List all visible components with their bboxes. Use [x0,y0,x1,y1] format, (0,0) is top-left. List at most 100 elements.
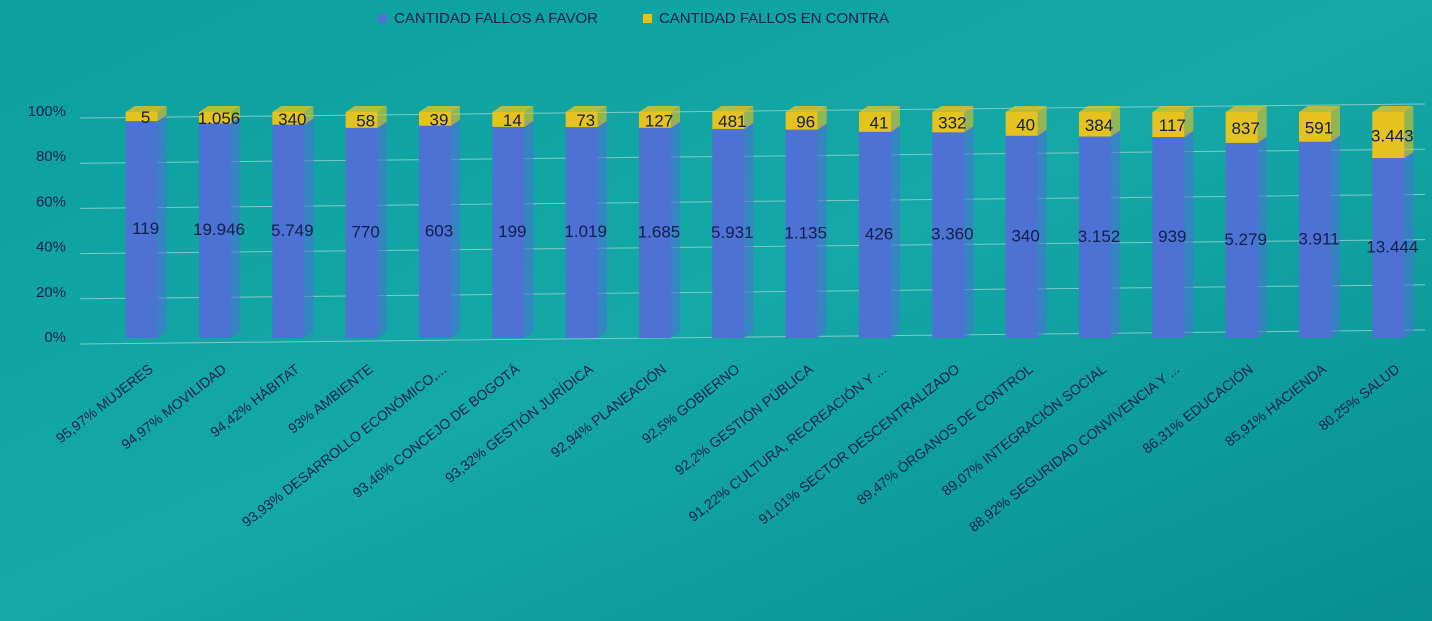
bar [1299,112,1331,142]
bar-side [377,121,387,338]
bar-side [817,106,827,130]
bar-side [1111,106,1120,137]
bar [785,129,818,338]
bar-side [597,106,607,128]
legend-swatch [642,14,652,23]
data-label: 3.152 [1078,227,1121,246]
data-label: 5 [141,108,150,127]
y-tick-label: 40% [36,239,66,256]
bar [1225,112,1258,143]
bar [1079,112,1111,137]
bar [639,127,671,338]
bar [492,112,525,127]
y-tick-label: 20% [36,284,66,301]
legend-label: CANTIDAD FALLOS EN CONTRA [659,10,889,27]
bar [125,121,158,338]
bar-side [1331,135,1340,338]
data-label: 5.931 [711,223,754,242]
data-label: 3.443 [1371,127,1414,146]
data-label: 73 [576,111,595,130]
data-label: 426 [865,224,893,243]
bar-side [419,106,460,112]
bar-side [597,121,607,338]
data-label: 591 [1305,118,1333,137]
data-label: 13.444 [1366,238,1418,257]
bar-side [1037,129,1047,338]
data-label: 1.135 [784,223,827,242]
data-label: 837 [1231,119,1259,138]
bar-side [304,118,314,338]
data-label: 340 [1011,226,1039,245]
bar [1152,112,1185,138]
bar-side [964,106,974,133]
bar-side [1184,131,1194,338]
bar-side [1079,106,1120,112]
bar-side [199,106,240,112]
data-label: 40 [1016,115,1035,134]
bar-side [1037,106,1047,136]
data-label: 5.279 [1224,230,1267,249]
bar [419,125,451,338]
data-label: 384 [1085,116,1113,135]
data-label: 1.056 [198,109,241,128]
bar [345,127,378,338]
legend-swatch [378,14,387,23]
bar-side [964,126,974,338]
bar-side [1331,106,1340,142]
bar-side [1005,106,1047,112]
data-label: 3.911 [1298,229,1339,248]
bar-side [671,106,680,128]
data-label: 5.749 [271,221,314,240]
data-label: 340 [278,110,306,129]
bar-side [744,122,754,338]
bar [125,112,158,122]
bar-side [859,106,900,112]
data-label: 127 [645,111,673,130]
data-label: 3.360 [931,225,974,244]
bar [565,127,598,338]
bar-side [1404,152,1414,338]
bar-side [272,106,314,112]
bar-side [639,106,680,112]
bar [1005,112,1038,136]
bar-side [157,106,167,122]
bar [1152,137,1185,338]
data-label: 39 [430,110,449,129]
data-label: 481 [718,112,746,131]
bar-side [524,120,534,338]
bar-side [1111,130,1120,338]
bar [639,112,671,128]
bar-side [1404,106,1414,159]
bar-side [671,121,680,338]
data-label: 58 [356,111,375,130]
bar [1225,142,1258,338]
bar [1299,141,1331,338]
bar [1005,135,1038,338]
y-tick-label: 80% [36,148,66,165]
y-tick-label: 100% [28,103,66,120]
bar-side [712,106,754,112]
bar-side [304,106,314,125]
bar-side [1372,106,1414,112]
bar-side [231,106,240,124]
bar [272,112,305,125]
bar-side [565,106,607,112]
bar-side [345,106,387,112]
data-label: 1.019 [564,222,607,241]
bar-side [1152,106,1194,112]
grid-line [79,329,1426,345]
bar-side [891,106,900,132]
bar-side [157,115,167,338]
data-label: 19.946 [193,220,245,239]
bar [932,112,965,133]
bar-side [744,106,754,129]
bar-side [231,117,240,338]
bar-side [524,106,534,127]
data-label: 770 [351,222,379,241]
bar [859,131,891,338]
legend-label: CANTIDAD FALLOS A FAVOR [394,10,598,27]
bar [1372,158,1405,338]
data-label: 1.685 [638,222,681,241]
data-label: 939 [1158,227,1186,246]
